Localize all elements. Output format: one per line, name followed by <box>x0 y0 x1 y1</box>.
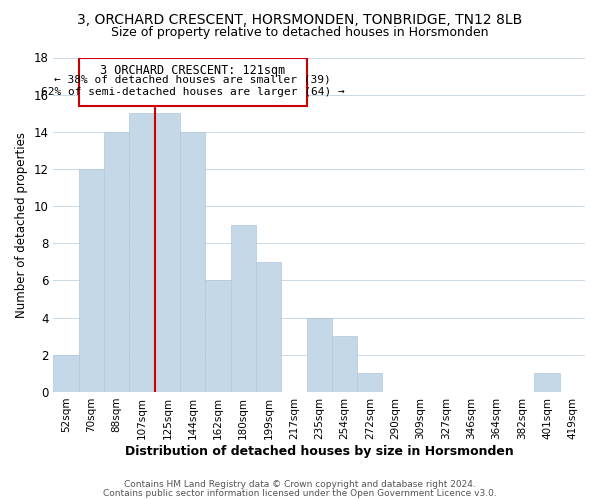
Text: 62% of semi-detached houses are larger (64) →: 62% of semi-detached houses are larger (… <box>41 87 344 97</box>
Bar <box>130 113 155 392</box>
Bar <box>180 132 205 392</box>
Text: ← 38% of detached houses are smaller (39): ← 38% of detached houses are smaller (39… <box>54 74 331 84</box>
Text: 3 ORCHARD CRESCENT: 121sqm: 3 ORCHARD CRESCENT: 121sqm <box>100 64 285 77</box>
Bar <box>155 113 180 392</box>
Bar <box>79 169 104 392</box>
Y-axis label: Number of detached properties: Number of detached properties <box>15 132 28 318</box>
Bar <box>256 262 281 392</box>
Bar <box>307 318 332 392</box>
X-axis label: Distribution of detached houses by size in Horsmonden: Distribution of detached houses by size … <box>125 444 514 458</box>
Bar <box>205 280 230 392</box>
Bar <box>104 132 130 392</box>
Text: Size of property relative to detached houses in Horsmonden: Size of property relative to detached ho… <box>111 26 489 39</box>
Bar <box>53 355 79 392</box>
Text: Contains public sector information licensed under the Open Government Licence v3: Contains public sector information licen… <box>103 488 497 498</box>
Bar <box>357 374 382 392</box>
Bar <box>332 336 357 392</box>
Bar <box>535 374 560 392</box>
Text: Contains HM Land Registry data © Crown copyright and database right 2024.: Contains HM Land Registry data © Crown c… <box>124 480 476 489</box>
Bar <box>230 224 256 392</box>
Text: 3, ORCHARD CRESCENT, HORSMONDEN, TONBRIDGE, TN12 8LB: 3, ORCHARD CRESCENT, HORSMONDEN, TONBRID… <box>77 12 523 26</box>
Polygon shape <box>79 58 307 106</box>
